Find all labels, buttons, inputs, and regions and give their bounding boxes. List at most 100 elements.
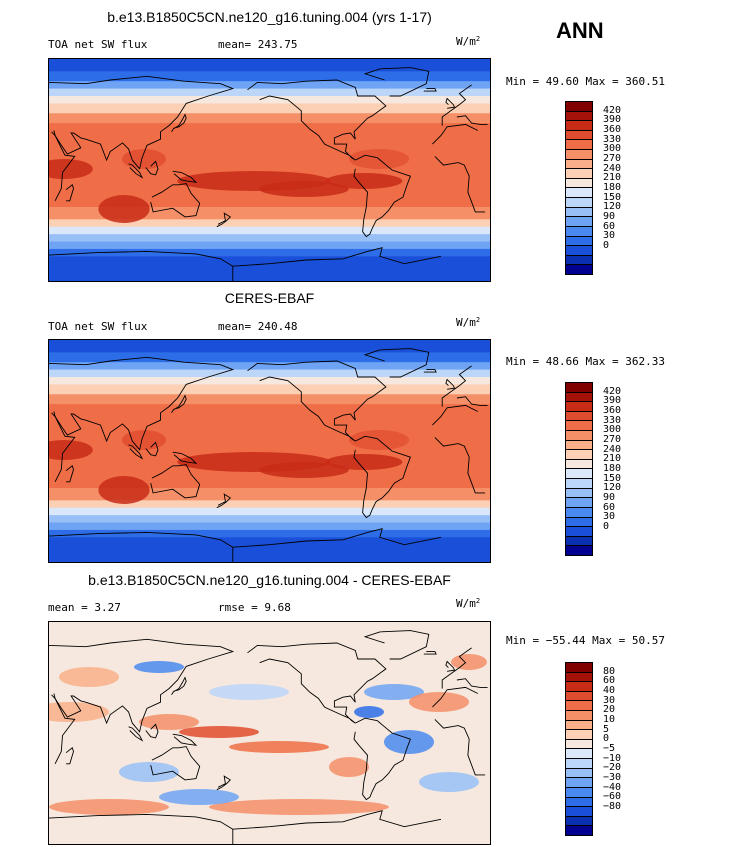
coastline [65, 465, 74, 483]
colorbar-level-label: 390 [603, 114, 622, 126]
colorbar-level-label: 120 [603, 482, 622, 494]
colorbar-swatch [566, 217, 592, 227]
panel-label-obs: TOA net SW flux [48, 320, 148, 333]
colorbar-swatch [566, 479, 592, 489]
coastline [49, 356, 488, 451]
colorbar-level-label: 20 [603, 704, 616, 716]
colorbar-level-label: 330 [603, 414, 622, 426]
coastline [247, 79, 387, 161]
colorbar-swatch [566, 469, 592, 480]
coastline [171, 113, 187, 133]
colorbar-level-label: −20 [603, 762, 622, 774]
colorbar-swatch [566, 682, 592, 692]
flux-band [49, 88, 490, 97]
minmax-obs: Min = 48.66 Max = 362.33 [506, 355, 665, 368]
flux-maximum [49, 159, 93, 179]
colorbar-swatch [566, 498, 592, 508]
colorbar-level-label: 80 [603, 665, 616, 677]
colorbar-swatch [566, 720, 592, 731]
colorbar-level-label: 180 [603, 463, 622, 474]
flux-band [49, 219, 490, 228]
flux-region [122, 149, 166, 169]
flux-band [49, 377, 490, 385]
colorbar-level-label: 5 [603, 723, 610, 735]
coastline [353, 717, 411, 801]
colorbar-swatch [566, 816, 592, 827]
diff-anomaly [364, 684, 424, 700]
colorbar-level-label: 0 [603, 733, 610, 745]
colorbar-swatch [566, 130, 592, 141]
colorbar-level-label: 210 [603, 172, 622, 184]
colorbar-swatch [566, 807, 592, 817]
colorbar-swatch [566, 102, 592, 112]
season-label: ANN [556, 18, 604, 43]
colorbar-swatch [566, 402, 592, 412]
panel-title-model: b.e13.B1850C5CN.ne120_g16.tuning.004 (yr… [107, 9, 432, 25]
flux-region [122, 430, 166, 450]
coastline [216, 212, 232, 228]
colorbar-level-label: 40 [603, 685, 616, 696]
colorbar-swatch [566, 255, 592, 266]
map-model-svg [49, 59, 490, 281]
colorbar-level-label: 30 [603, 694, 616, 706]
flux-band [49, 394, 490, 405]
diff-anomaly [409, 692, 469, 712]
colorbar-level-label: −30 [603, 772, 622, 783]
colorbar-obs [565, 382, 593, 556]
map-obs-svg [49, 340, 490, 562]
coastline [145, 723, 159, 739]
coastline [423, 88, 437, 92]
coastline [150, 464, 201, 499]
coastline [49, 75, 488, 170]
diff-anomaly [59, 667, 119, 687]
coastline [49, 247, 442, 281]
colorbar-swatch [566, 759, 592, 769]
coastline [49, 528, 442, 562]
colorbar-level-label: 120 [603, 201, 622, 213]
colorbar-level-label: 390 [603, 395, 622, 407]
colorbar-swatch [566, 450, 592, 460]
colorbar-level-label: −10 [603, 752, 622, 764]
diff-anomaly [49, 799, 169, 815]
coastline [128, 726, 144, 742]
colorbar-swatch [566, 421, 592, 432]
coastline [171, 394, 187, 414]
colorbar-level-label: 90 [603, 211, 616, 222]
colorbar-swatch [566, 672, 592, 683]
coastline [172, 170, 198, 183]
diff-anomaly [209, 684, 289, 700]
flux-band [49, 529, 490, 538]
colorbar-model [565, 101, 593, 275]
coastline [363, 630, 430, 660]
diff-anomaly [329, 757, 369, 777]
coastline [216, 493, 232, 509]
colorbar-swatch [566, 749, 592, 760]
coastline [128, 444, 144, 460]
coastline [145, 160, 159, 176]
colorbar-level-label: 30 [603, 230, 616, 242]
colorbar-swatch [566, 159, 592, 170]
coastline [65, 184, 74, 202]
colorbar-level-label: 240 [603, 162, 622, 174]
colorbar-swatch [566, 507, 592, 518]
coastline [150, 183, 201, 218]
coastline [363, 348, 430, 378]
colorbar-swatch [566, 536, 592, 547]
colorbar-swatch [566, 768, 592, 779]
diff-anomaly [451, 654, 487, 670]
flux-maximum [259, 462, 349, 478]
flux-band [49, 241, 490, 250]
colorbar-swatch [566, 265, 592, 274]
flux-band [49, 488, 490, 501]
colorbar-level-label: −40 [603, 781, 622, 793]
map-obs [48, 339, 491, 563]
coastline [172, 733, 198, 746]
coastline [363, 67, 430, 97]
diff-anomaly [159, 789, 239, 805]
flux-band [49, 71, 490, 82]
colorbar-level-label: 270 [603, 153, 622, 164]
flux-maximum [98, 476, 150, 504]
flux-band [49, 123, 490, 208]
colorbar-swatch [566, 527, 592, 537]
colorbar-swatch [566, 226, 592, 237]
